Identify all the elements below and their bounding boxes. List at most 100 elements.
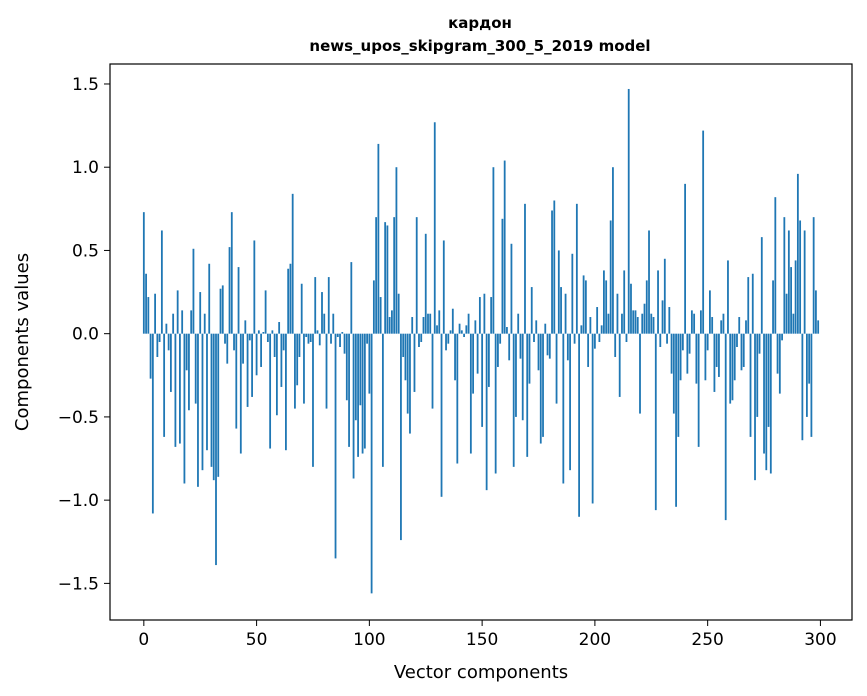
bar-167: [519, 333, 522, 359]
bar-222: [643, 303, 646, 334]
bar-126: [427, 313, 429, 334]
bar-133: [442, 240, 445, 334]
bar-236: [675, 333, 677, 507]
bar-56: [269, 333, 272, 449]
bar-187: [564, 293, 567, 334]
bar-27: [203, 313, 206, 334]
bar-79: [321, 292, 323, 334]
bar-36: [224, 333, 226, 344]
bar-147: [474, 320, 477, 334]
bar-234: [670, 333, 673, 374]
bar-262: [733, 333, 736, 381]
bar-86: [336, 333, 339, 338]
bar-255: [718, 333, 720, 377]
bar-253: [713, 333, 716, 392]
bar-296: [810, 333, 813, 437]
bar-51: [257, 330, 260, 334]
bar-163: [510, 243, 513, 334]
x-tick-label: 150: [466, 630, 498, 650]
bar-269: [749, 333, 752, 437]
bar-220: [639, 333, 641, 414]
bar-138: [454, 333, 456, 381]
bar-209: [614, 333, 617, 357]
bar-97: [361, 333, 364, 454]
bar-299: [817, 320, 820, 334]
bar-136: [449, 330, 452, 334]
bar-88: [341, 332, 344, 334]
bar-45: [244, 320, 247, 334]
bar-62: [282, 333, 285, 351]
bar-204: [603, 270, 605, 334]
bar-166: [517, 313, 520, 334]
bar-96: [359, 333, 362, 406]
bar-55: [266, 333, 269, 342]
bar-267: [745, 320, 747, 334]
bar-241: [686, 333, 689, 374]
bar-46: [246, 333, 249, 407]
bar-172: [530, 287, 533, 334]
bar-218: [634, 310, 637, 334]
bar-208: [612, 167, 614, 334]
bar-82: [327, 277, 330, 334]
bar-130: [436, 325, 438, 334]
bar-89: [343, 333, 346, 354]
bar-69: [298, 333, 301, 357]
bar-165: [515, 333, 517, 417]
bar-181: [551, 210, 553, 334]
bar-252: [711, 317, 714, 334]
bar-266: [742, 333, 745, 367]
bar-231: [663, 258, 666, 334]
bar-132: [440, 333, 443, 497]
bar-196: [584, 280, 587, 334]
bar-102: [372, 280, 375, 334]
bar-294: [805, 333, 808, 417]
bar-254: [715, 333, 718, 367]
bar-185: [560, 287, 562, 334]
bar-29: [208, 263, 211, 334]
bar-124: [422, 317, 425, 334]
bar-243: [690, 310, 693, 334]
bar-245: [695, 333, 698, 384]
bar-292: [801, 333, 804, 441]
bar-127: [429, 313, 432, 334]
bar-105: [379, 297, 382, 334]
bar-284: [783, 217, 786, 334]
bar-101: [370, 333, 373, 594]
bar-211: [618, 333, 621, 397]
bar-277: [767, 333, 770, 427]
y-tick-label: −0.5: [58, 408, 99, 428]
bar-95: [357, 333, 359, 457]
bar-157: [497, 333, 499, 367]
bar-159: [501, 218, 504, 334]
bar-239: [681, 333, 684, 351]
bar-276: [765, 333, 768, 471]
bar-264: [738, 317, 741, 334]
bar-40: [233, 333, 235, 351]
bar-178: [544, 323, 547, 334]
bar-205: [605, 280, 608, 334]
x-tick-label: 100: [353, 630, 385, 650]
bar-140: [458, 323, 461, 334]
bar-112: [395, 167, 398, 334]
bar-26: [201, 333, 204, 471]
bar-41: [235, 333, 238, 429]
bar-33: [217, 333, 220, 477]
bar-275: [763, 333, 765, 454]
bar-37: [226, 333, 229, 364]
bar-274: [760, 237, 763, 334]
bar-50: [255, 333, 258, 376]
bar-272: [756, 333, 759, 417]
bar-30: [210, 333, 213, 467]
bar-103: [375, 217, 378, 334]
y-tick-label: 1.0: [72, 158, 99, 178]
bar-279: [772, 280, 774, 334]
bar-120: [413, 333, 416, 392]
bar-291: [799, 220, 802, 334]
bar-257: [722, 313, 725, 334]
x-tick-label: 250: [691, 630, 723, 650]
bar-202: [598, 333, 601, 342]
bar-143: [465, 325, 468, 334]
bar-8: [160, 230, 163, 334]
bar-152: [485, 333, 488, 491]
bar-287: [790, 267, 792, 334]
